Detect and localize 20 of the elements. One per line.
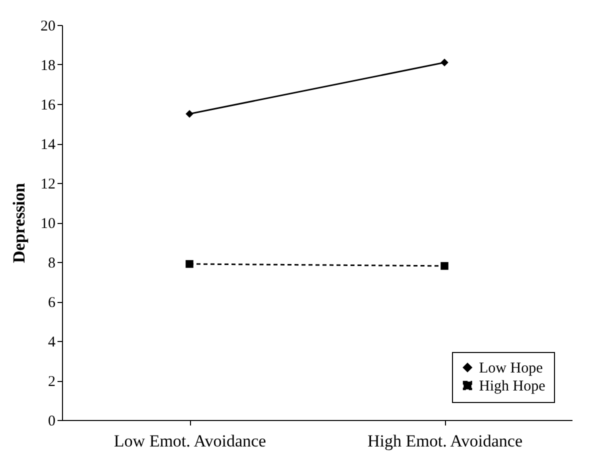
y-tick-label: 2 [48,374,56,390]
point [186,260,194,268]
x-tick-label: High Emot. Avoidance [367,432,523,450]
x-tick-label: Low Emot. Avoidance [114,432,266,450]
y-tick-label: 16 [40,98,56,114]
y-tick-label: 12 [40,176,56,192]
point [186,110,194,118]
y-tick-label: 0 [48,414,56,430]
y-tick-label: 6 [48,295,56,311]
y-tick-label: 10 [40,216,56,232]
y-tick-label: 8 [48,256,56,272]
y-tick-label: 14 [40,137,56,153]
legend-label: Low Hope [479,360,544,376]
legend-label: High Hope [479,378,546,394]
y-tick-label: 20 [40,18,56,34]
y-tick-label: 18 [40,58,56,74]
point [440,58,448,66]
point [440,262,448,270]
y-axis-title: Depression [10,182,28,263]
y-tick-label: 4 [48,334,56,350]
